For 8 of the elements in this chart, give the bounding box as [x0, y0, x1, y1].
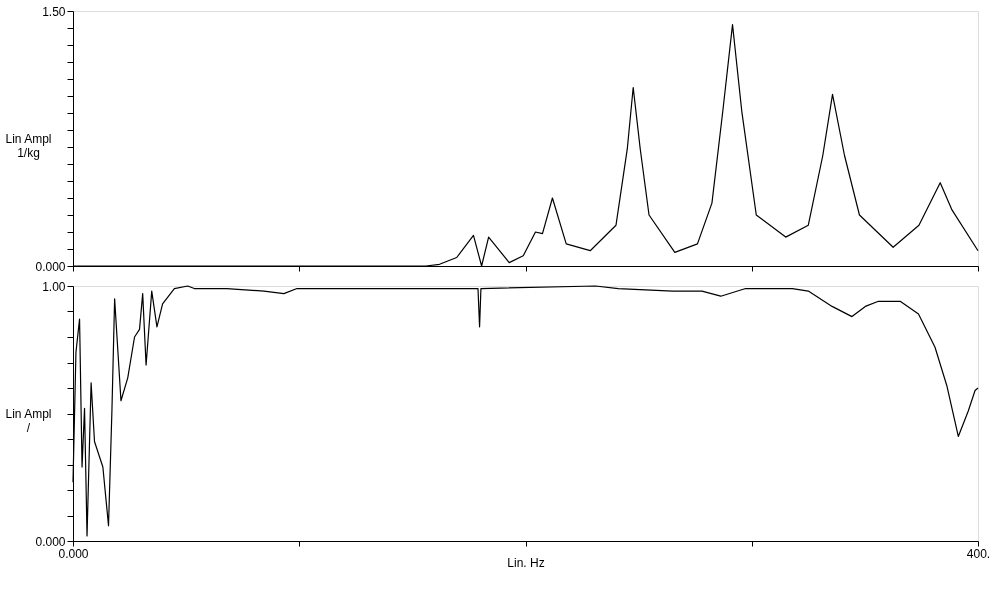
y-tick-label: 0.000 [35, 534, 66, 549]
x-axis-title: Lin. Hz [507, 555, 545, 570]
x-tick-label: 400. [966, 546, 991, 561]
y-tick-label: 1.50 [42, 4, 66, 19]
y-axis-title: Lin Ampl / [5, 407, 52, 435]
y-tick-label: 1.00 [42, 279, 66, 294]
y-axis-title: Lin Ampl 1/kg [5, 132, 52, 160]
y-tick-label: 0.000 [35, 259, 66, 274]
